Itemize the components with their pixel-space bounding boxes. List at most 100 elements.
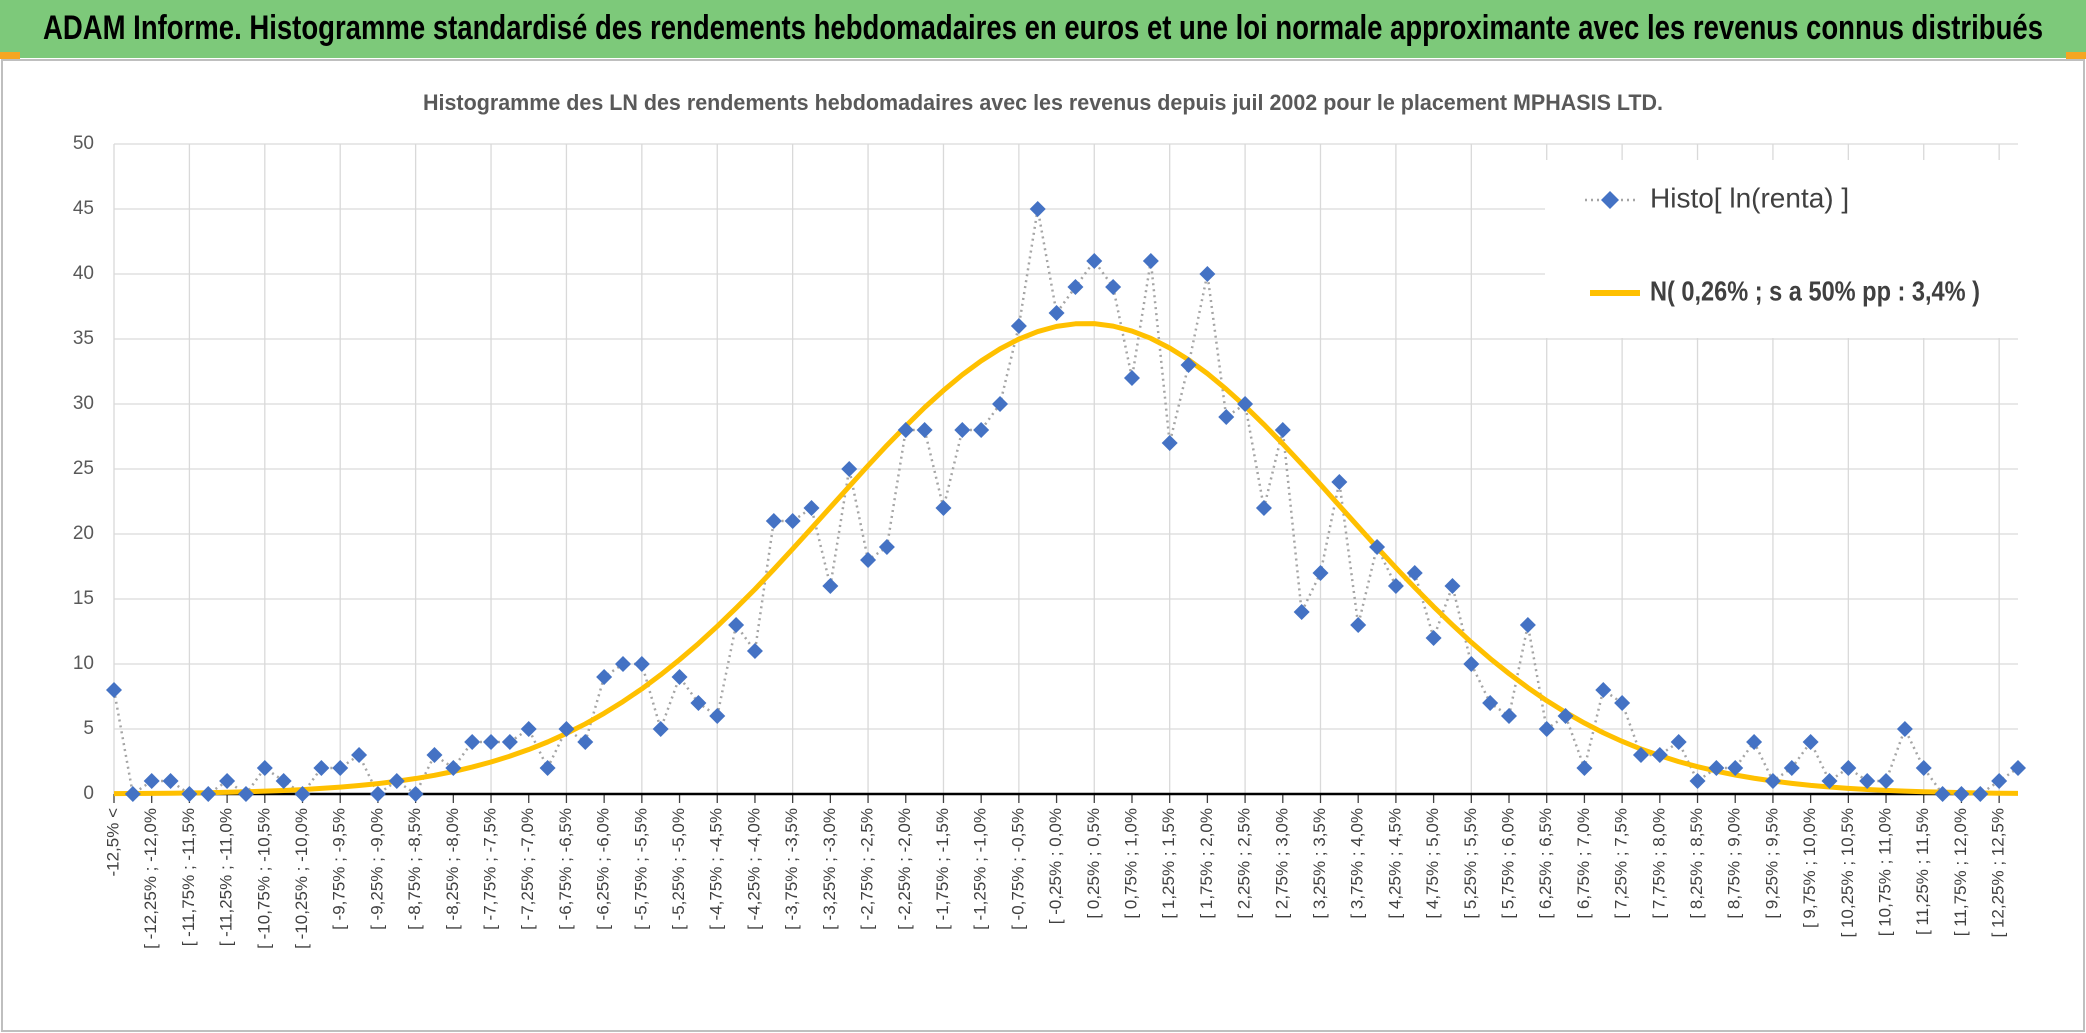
x-tick-label: [ -3,25% ; -3,0% [820, 808, 839, 930]
marker [1406, 565, 1423, 581]
x-tick-label: [ -3,75% ; -3,5% [782, 808, 801, 930]
marker [332, 760, 349, 776]
x-tick-label: [ 2,25% ; 2,5% [1235, 808, 1254, 919]
marker [746, 643, 763, 659]
y-tick-label: 15 [73, 588, 94, 609]
marker [1821, 773, 1838, 789]
x-tick-label: [ 4,75% ; 5,0% [1423, 808, 1442, 919]
x-tick-label: [ -4,75% ; -4,5% [707, 808, 726, 930]
x-tick-label: [ -2,75% ; -2,5% [858, 808, 877, 930]
marker [1086, 253, 1103, 269]
corner-mark [0, 52, 20, 59]
marker [1557, 708, 1574, 724]
marker [200, 786, 217, 802]
marker [1387, 578, 1404, 594]
marker [1576, 760, 1593, 776]
marker [1802, 734, 1819, 750]
legend-label: N( 0,26% ; s a 50% pp : 3,4% ) [1650, 275, 1980, 306]
marker [1632, 747, 1649, 763]
x-tick-label: [ -5,25% ; -5,0% [669, 808, 688, 930]
y-tick-label: 45 [73, 198, 94, 219]
marker [124, 786, 141, 802]
x-tick-label: [ -12,25% ; -12,0% [141, 808, 160, 949]
x-tick-label: [ 7,75% ; 8,0% [1649, 808, 1668, 919]
marker [1840, 760, 1857, 776]
x-tick-label: [ 6,75% ; 7,0% [1574, 808, 1593, 919]
marker [822, 578, 839, 594]
marker [539, 760, 556, 776]
marker [878, 539, 895, 555]
marker [709, 708, 726, 724]
x-tick-label: [ 5,25% ; 5,5% [1461, 808, 1480, 919]
y-tick-label: 40 [73, 263, 94, 284]
marker [1029, 201, 1046, 217]
x-tick-label: [ 3,75% ; 4,0% [1348, 808, 1367, 919]
marker [2010, 760, 2026, 776]
marker [1764, 773, 1781, 789]
x-tick-label: [ 2,75% ; 3,0% [1272, 808, 1291, 919]
marker [181, 786, 198, 802]
x-tick-label: -12,5% < [103, 808, 122, 877]
marker [784, 513, 801, 529]
x-tick-label: [ -7,75% ; -7,5% [481, 808, 500, 930]
marker [1746, 734, 1763, 750]
header-bar [0, 0, 2086, 58]
marker [351, 747, 368, 763]
legend-label: Histo[ ln(renta) ] [1650, 182, 1849, 213]
y-tick-label: 0 [83, 783, 94, 804]
marker [1350, 617, 1367, 633]
x-tick-label: [ 10,25% ; 10,5% [1838, 808, 1857, 937]
marker [1670, 734, 1687, 750]
marker [1123, 370, 1140, 386]
marker [256, 760, 273, 776]
marker [237, 786, 254, 802]
marker [652, 721, 669, 737]
x-tick-label: [ -0,75% ; -0,5% [1008, 808, 1027, 930]
marker [803, 500, 820, 516]
series-line [112, 208, 2019, 797]
marker [1274, 422, 1291, 438]
marker [1293, 604, 1310, 620]
x-tick-label: [ 12,25% ; 12,5% [1989, 808, 2008, 937]
marker [445, 760, 462, 776]
x-tick-label: [ 11,75% ; 12,0% [1951, 808, 1970, 936]
x-tick-label: [ -5,75% ; -5,5% [631, 808, 650, 930]
marker [1915, 760, 1932, 776]
x-tick-label: [ 1,75% ; 2,0% [1197, 808, 1216, 919]
x-tick-label: [ -2,25% ; -2,0% [895, 808, 914, 930]
marker [483, 734, 500, 750]
marker [1595, 682, 1612, 698]
legend-box [1545, 160, 2023, 338]
series-line [113, 321, 2019, 797]
x-tick-label: [ -11,75% ; -11,5% [179, 808, 198, 946]
corner-mark [2066, 52, 2086, 59]
marker [841, 461, 858, 477]
x-tick-label: [ -10,25% ; -10,0% [292, 808, 311, 949]
y-tick-label: 20 [73, 523, 94, 544]
x-tick-label: [ 0,75% ; 1,0% [1121, 808, 1140, 919]
marker [143, 773, 160, 789]
x-tick-label: [ 9,25% ; 9,5% [1762, 808, 1781, 919]
y-tick-label: 35 [73, 328, 94, 349]
marker [1878, 773, 1895, 789]
x-tick-label: [ 8,25% ; 8,5% [1687, 808, 1706, 919]
marker [1255, 500, 1272, 516]
marker [1991, 773, 2008, 789]
marker [954, 422, 971, 438]
x-tick-label: [ 0,25% ; 0,5% [1084, 808, 1103, 919]
marker [558, 721, 575, 737]
x-tick-label: [ -8,75% ; -8,5% [405, 808, 424, 930]
marker [671, 669, 688, 685]
marker [1896, 721, 1913, 737]
marker [633, 656, 650, 672]
x-tick-label: [ -10,75% ; -10,5% [254, 808, 273, 949]
marker [1369, 539, 1386, 555]
marker [1048, 305, 1065, 321]
y-tick-label: 10 [73, 653, 94, 674]
x-tick-label: [ -0,25% ; 0,0% [1046, 808, 1065, 924]
marker [1444, 578, 1461, 594]
marker [1934, 786, 1951, 802]
x-tick-label: [ -11,25% ; -11,0% [217, 808, 236, 946]
x-tick-label: [ -7,25% ; -7,0% [518, 808, 537, 930]
marker [690, 695, 707, 711]
